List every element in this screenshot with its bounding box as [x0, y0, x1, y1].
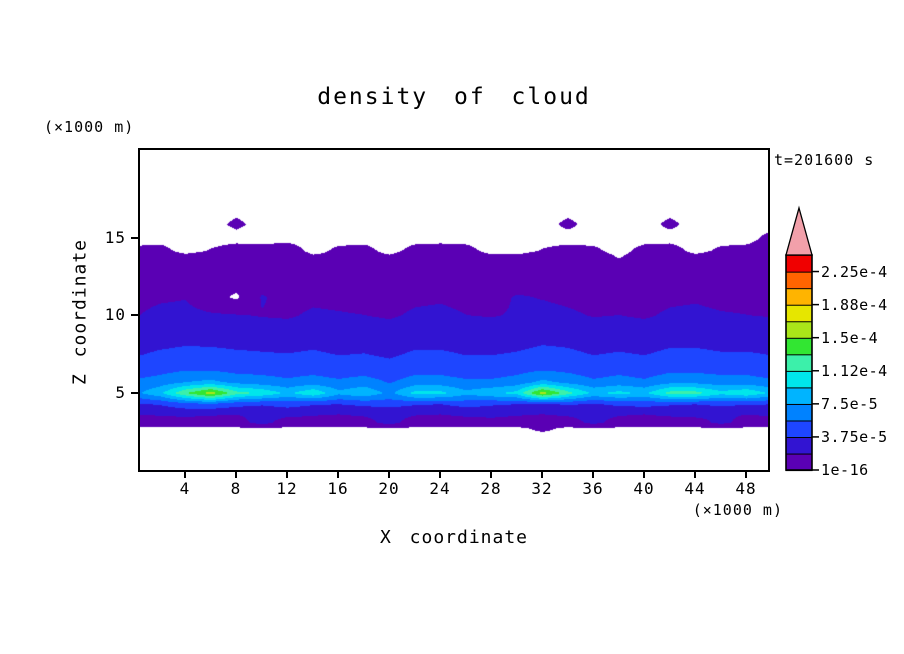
x-tick-mark — [439, 470, 441, 478]
x-tick-mark — [592, 470, 594, 478]
colorbar-label: 1.12e-4 — [821, 361, 888, 380]
x-tick-label: 8 — [230, 479, 242, 498]
x-tick-mark — [235, 470, 237, 478]
x-tick-label: 48 — [735, 479, 757, 498]
y-tick-label: 5 — [115, 382, 126, 402]
plot-frame — [138, 148, 770, 472]
colorbar-label: 1e-16 — [821, 461, 869, 479]
x-tick-mark — [184, 470, 186, 478]
x-tick-label: 36 — [582, 479, 604, 498]
x-tick-label: 12 — [276, 479, 298, 498]
colorbar-label: 2.25e-4 — [821, 262, 888, 281]
x-tick-label: 20 — [378, 479, 400, 498]
y-tick-mark — [131, 391, 139, 394]
x-tick-label: 4 — [179, 479, 191, 498]
colorbar-label: 1.5e-4 — [821, 328, 879, 347]
x-tick-mark — [388, 470, 390, 478]
x-tick-label: 16 — [327, 479, 349, 498]
contour-field — [140, 150, 768, 470]
x-tick-label: 24 — [429, 479, 451, 498]
colorbar-label: 1.88e-4 — [821, 295, 888, 314]
x-axis-unit: (×1000 m) — [692, 501, 783, 519]
colorbar-label: 7.5e-5 — [821, 394, 879, 413]
x-tick-mark — [286, 470, 288, 478]
x-tick-label: 44 — [684, 479, 706, 498]
colorbar — [785, 205, 819, 472]
x-tick-label: 32 — [531, 479, 553, 498]
x-tick-label: 28 — [480, 479, 502, 498]
y-tick-mark — [131, 236, 139, 239]
x-tick-mark — [490, 470, 492, 478]
y-tick-label: 10 — [104, 305, 126, 325]
y-tick-mark — [131, 314, 139, 317]
x-axis-label: X coordinate — [379, 527, 529, 548]
colorbar-arrow — [785, 205, 813, 256]
timestamp-label: t=201600 s — [774, 151, 875, 169]
x-tick-mark — [694, 470, 696, 478]
y-axis-unit: (×1000 m) — [44, 118, 135, 136]
colorbar-label: 3.75e-5 — [821, 427, 888, 446]
x-tick-mark — [541, 470, 543, 478]
x-tick-mark — [745, 470, 747, 478]
x-tick-mark — [643, 470, 645, 478]
x-tick-mark — [337, 470, 339, 478]
y-tick-label: 15 — [104, 227, 126, 247]
chart-title: density of cloud — [317, 84, 591, 110]
x-tick-label: 40 — [633, 479, 655, 498]
